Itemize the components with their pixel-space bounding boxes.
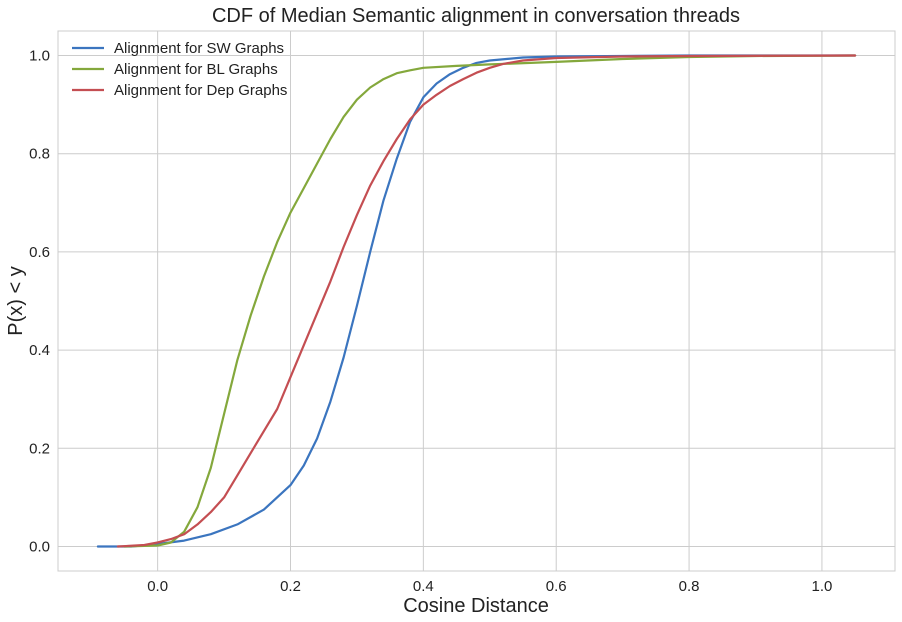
legend-label-sw: Alignment for SW Graphs xyxy=(114,40,284,57)
y-axis-label: P(x) < y xyxy=(5,266,27,335)
x-tick-label: 0.8 xyxy=(679,578,700,595)
legend-label-dep: Alignment for Dep Graphs xyxy=(114,82,287,99)
x-tick-label: 0.6 xyxy=(546,578,567,595)
chart-title: CDF of Median Semantic alignment in conv… xyxy=(212,5,740,27)
series-line-sw xyxy=(96,54,857,548)
grid xyxy=(58,31,895,571)
x-tick-label: 0.4 xyxy=(413,578,434,595)
y-tick-label: 0.8 xyxy=(29,146,50,163)
x-tick-label: 1.0 xyxy=(811,578,832,595)
y-tick-label: 0.4 xyxy=(29,342,50,359)
y-tick-label: 0.2 xyxy=(29,440,50,457)
x-axis-label: Cosine Distance xyxy=(403,595,549,617)
plot-frame xyxy=(57,30,896,572)
tick-labels: 0.0 0.2 0.4 0.6 0.8 1.0 0.0 0.2 0.4 0.6 0.8 1.0 xyxy=(29,48,832,595)
x-tick-label: 0.2 xyxy=(280,578,301,595)
legend-label-bl: Alignment for BL Graphs xyxy=(114,61,278,78)
y-tick-label: 1.0 xyxy=(29,48,50,65)
legend: Alignment for SW Graphs Alignment for BL… xyxy=(72,40,287,99)
series-lines xyxy=(96,54,857,548)
y-tick-label: 0.6 xyxy=(29,244,50,261)
series-line-dep xyxy=(116,54,857,548)
series-line-bl xyxy=(123,54,857,548)
y-tick-label: 0.0 xyxy=(29,538,50,555)
x-tick-label: 0.0 xyxy=(147,578,168,595)
